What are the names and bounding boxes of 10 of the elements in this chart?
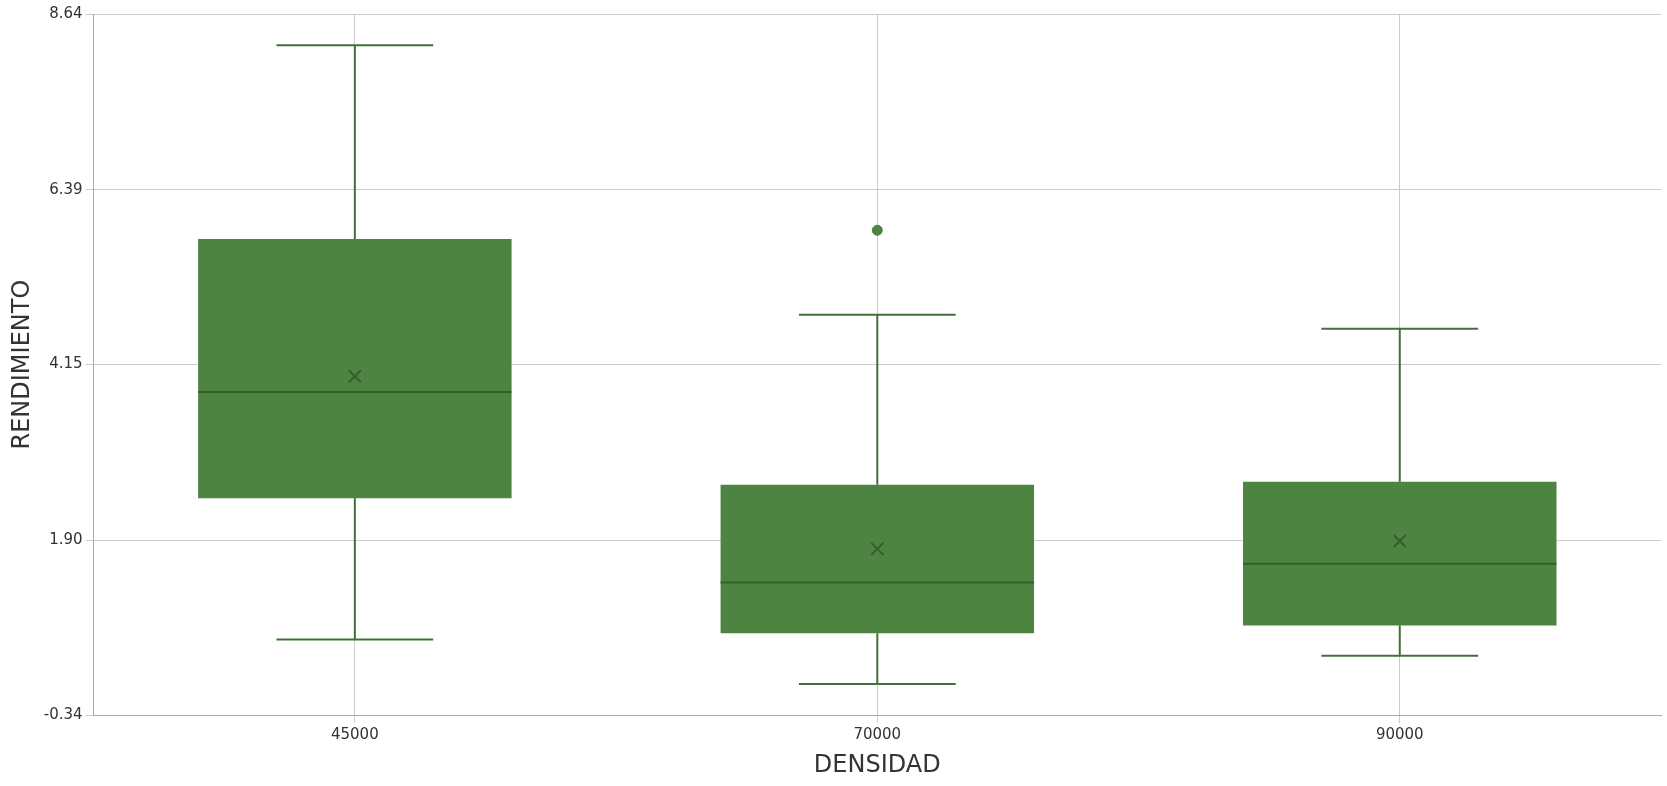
y-tick-label: -0.34 [43,705,83,724]
y-tick-label: 1.90 [49,530,83,549]
y-tick-label: 6.39 [49,179,83,198]
y-tick-label: 8.64 [49,3,83,22]
y-axis-title: RENDIMIENTO [6,279,35,450]
x-tick-label: 45000 [330,725,379,744]
x-axis-title: DENSIDAD [813,749,941,778]
y-tick-label: 4.15 [49,354,83,373]
x-tick-label: 90000 [1375,725,1424,744]
x-tick-label: 70000 [853,725,902,744]
